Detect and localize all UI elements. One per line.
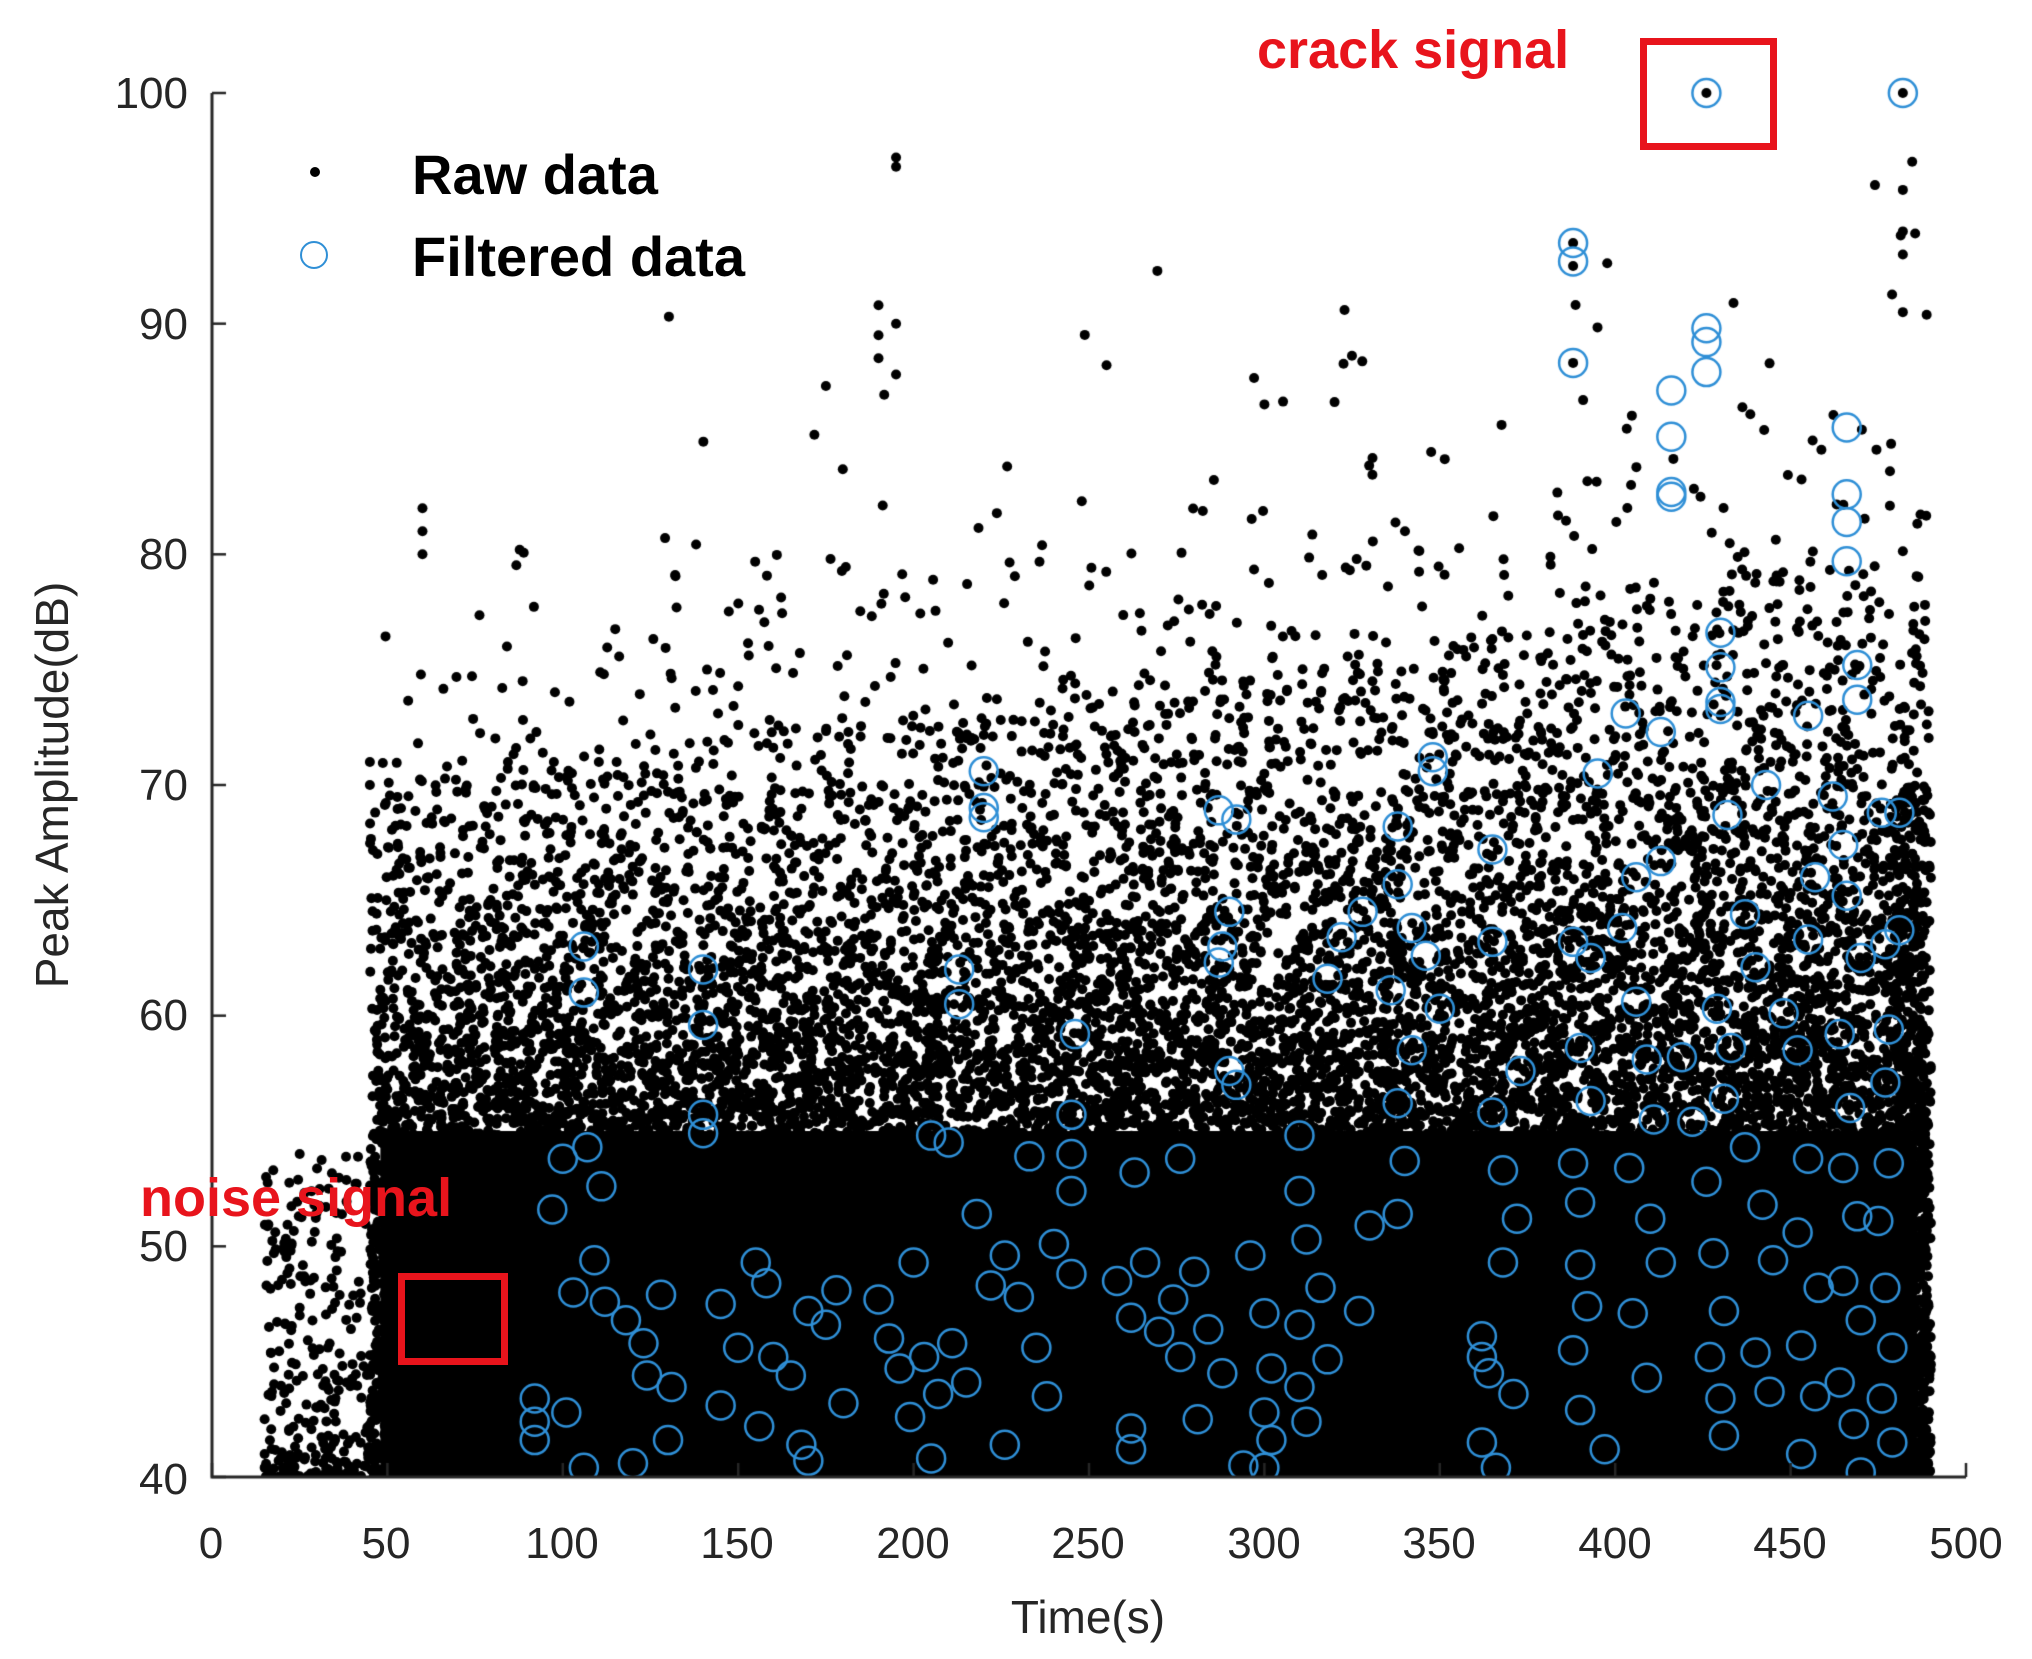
circle-marker-icon <box>300 241 328 269</box>
crack-signal-box <box>1640 38 1777 150</box>
dot-marker-icon <box>310 167 320 177</box>
ytick-label: 40 <box>139 1455 188 1504</box>
xtick-label: 200 <box>876 1519 950 1568</box>
xtick-label: 400 <box>1578 1519 1652 1568</box>
crack-signal-label: crack signal <box>1257 20 1570 80</box>
legend-label: Raw data <box>412 143 658 206</box>
legend-label: Filtered data <box>412 225 745 288</box>
xtick-label: 50 <box>361 1519 411 1568</box>
noise-signal-box <box>398 1273 508 1365</box>
xtick-label: 350 <box>1402 1519 1476 1568</box>
ytick-label: 60 <box>139 991 188 1040</box>
xtick-label: 450 <box>1753 1519 1827 1568</box>
ytick-label: 90 <box>139 300 188 349</box>
xtick-label: 0 <box>198 1519 224 1568</box>
xtick-label: 300 <box>1227 1519 1301 1568</box>
ytick-label: 70 <box>139 761 188 810</box>
xtick-label: 150 <box>700 1519 774 1568</box>
xtick-label: 100 <box>525 1519 599 1568</box>
xtick-label: 250 <box>1051 1519 1125 1568</box>
noise-signal-label: noise signal <box>140 1168 453 1228</box>
ytick-label: 100 <box>114 69 188 118</box>
xtick-label: 500 <box>1929 1519 2003 1568</box>
y-axis-label: Peak Amplitude(dB) <box>26 581 78 989</box>
x-axis-label: Time(s) <box>1010 1591 1166 1643</box>
ytick-label: 50 <box>139 1222 188 1271</box>
ytick-label: 80 <box>139 530 188 579</box>
